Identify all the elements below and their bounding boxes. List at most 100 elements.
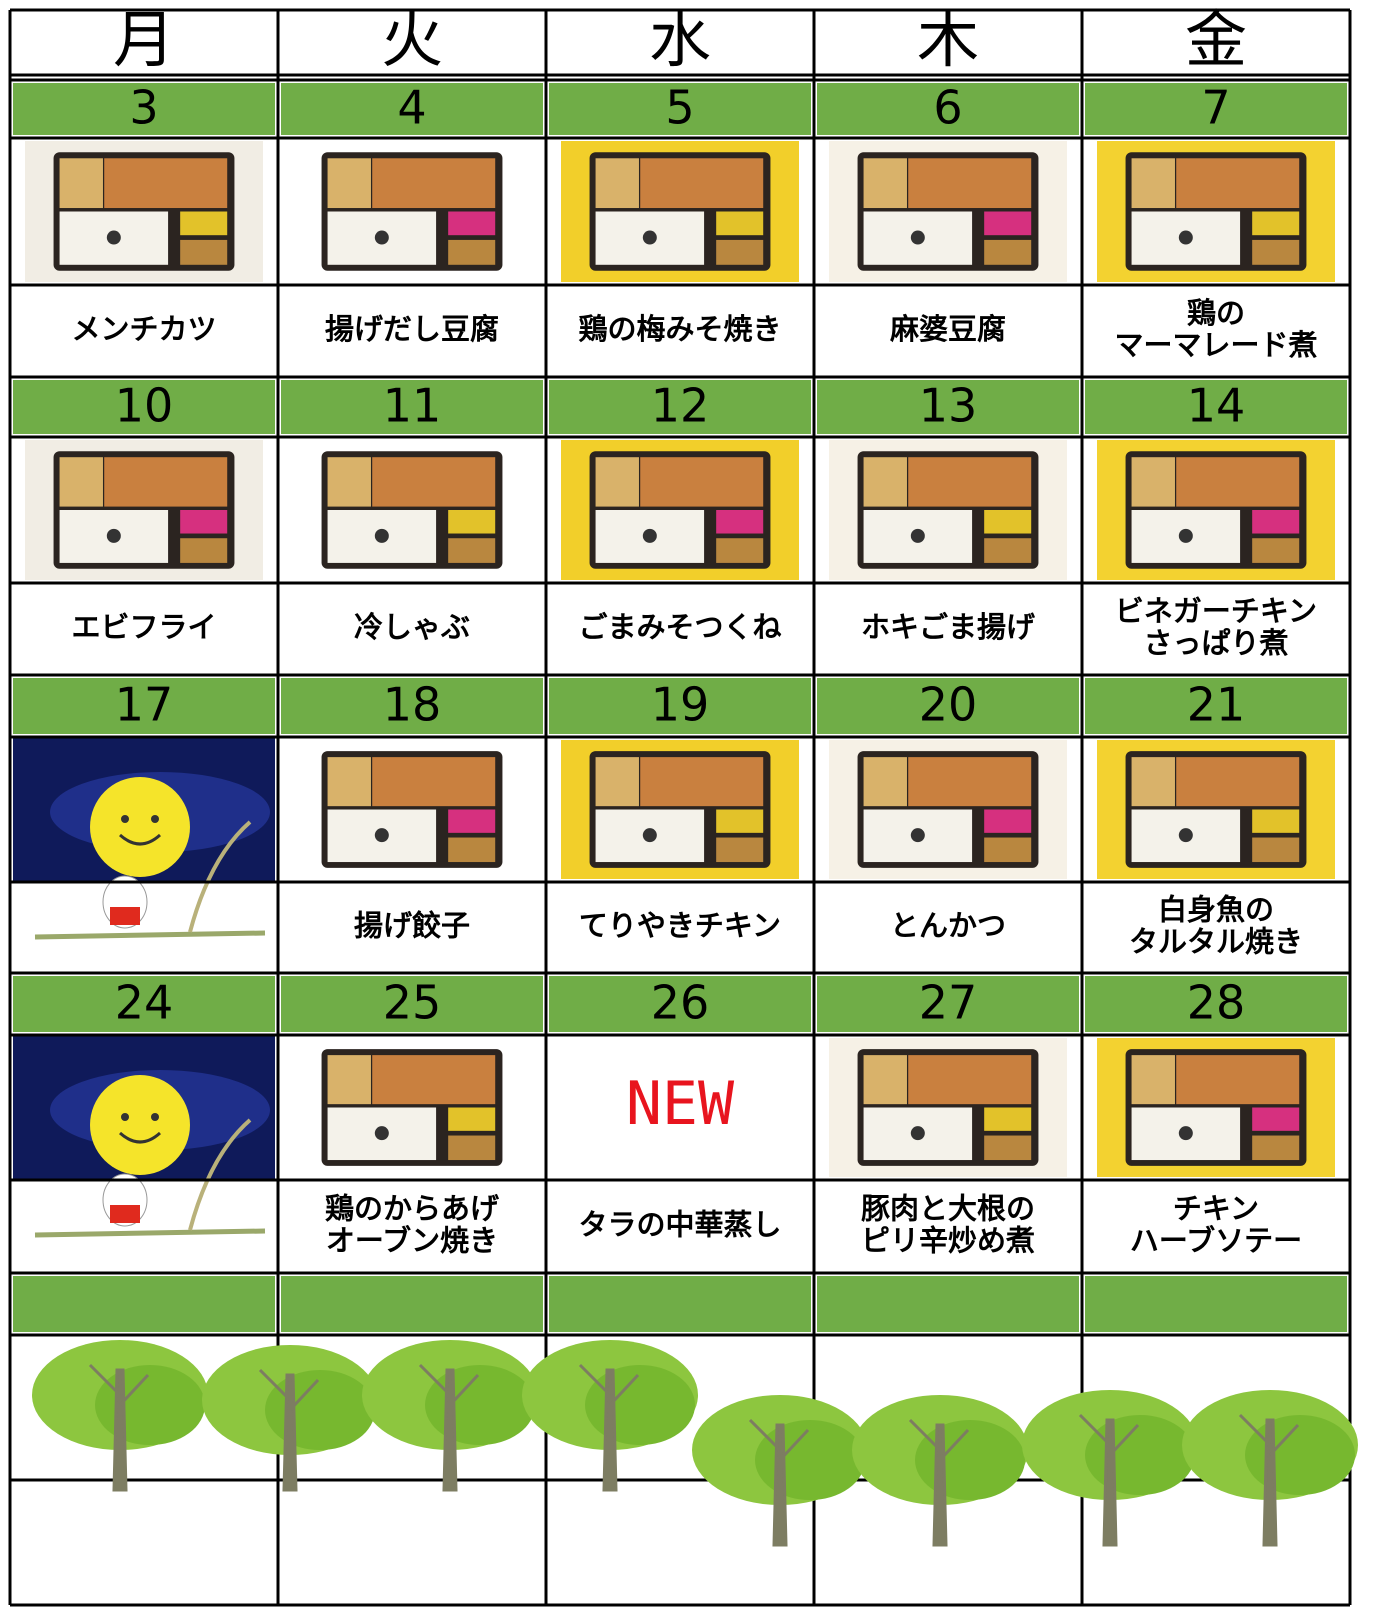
bento-sesame xyxy=(642,528,657,543)
bento-main xyxy=(863,158,907,209)
date-band xyxy=(13,678,275,734)
dish-name: 揚げ餃子 xyxy=(354,909,470,943)
bento-main xyxy=(640,757,764,807)
dish-name: さっぱり煮 xyxy=(1143,626,1288,660)
bento-main xyxy=(640,158,764,209)
bento-side xyxy=(448,837,496,863)
date-band xyxy=(817,976,1079,1032)
date: 10 xyxy=(115,379,174,433)
tree-crown xyxy=(265,1370,375,1450)
dish-name: ごまみそつくね xyxy=(578,610,781,644)
bento-side xyxy=(716,239,764,265)
weekday: 月 xyxy=(113,3,175,76)
tree-trunk xyxy=(908,1418,970,1547)
date-band xyxy=(1085,976,1347,1032)
bento-sesame xyxy=(910,1126,925,1141)
dish-name: 鶏の梅みそ焼き xyxy=(578,312,781,346)
date: 5 xyxy=(665,81,694,135)
date-band xyxy=(281,380,543,434)
bento-sesame xyxy=(1178,828,1193,843)
bento-side xyxy=(716,837,764,863)
dish-name: チキン xyxy=(1173,1192,1259,1226)
date: 21 xyxy=(1187,678,1246,732)
bento-pickle xyxy=(984,809,1032,833)
bento-main xyxy=(1176,457,1300,507)
date-band xyxy=(13,380,275,434)
bento-pickle xyxy=(984,211,1032,236)
dish-name: 麻婆豆腐 xyxy=(890,312,1006,346)
moon xyxy=(90,1075,190,1175)
date-band xyxy=(1085,83,1347,135)
bento-main xyxy=(595,158,639,209)
rabbit-shirt xyxy=(110,907,140,925)
bento-main xyxy=(327,158,371,209)
bento-main xyxy=(104,158,228,209)
date: 13 xyxy=(919,379,978,433)
date: 3 xyxy=(129,81,158,135)
bento-sesame xyxy=(1178,1126,1193,1141)
bento-sesame xyxy=(106,230,121,245)
moon-eye xyxy=(151,815,159,823)
date-band xyxy=(281,678,543,734)
date: 18 xyxy=(383,678,442,732)
bento-pickle xyxy=(1252,1107,1300,1131)
bento-sesame xyxy=(642,828,657,843)
weekday: 火 xyxy=(381,3,443,76)
tree-trunk xyxy=(1078,1413,1140,1547)
tree-trunk xyxy=(748,1418,810,1547)
date: 7 xyxy=(1201,81,1230,135)
moon-face xyxy=(118,833,162,846)
weekday: 水 xyxy=(649,3,711,76)
tree-trunk xyxy=(88,1363,150,1492)
bento-pickle xyxy=(716,809,764,833)
bento-main xyxy=(1131,457,1175,507)
dish-name: 鶏のからあげ xyxy=(325,1192,500,1226)
date-band xyxy=(549,1276,811,1332)
bento-side xyxy=(1252,239,1300,265)
tree-crown xyxy=(585,1365,695,1445)
bento-pickle xyxy=(180,211,228,236)
date-band xyxy=(13,83,275,135)
bento-main xyxy=(1176,757,1300,807)
bento-main xyxy=(327,457,371,507)
bento-main xyxy=(863,757,907,807)
bento-main xyxy=(1131,1055,1175,1105)
grass xyxy=(34,930,266,940)
tree-crown xyxy=(915,1420,1025,1500)
bento-main xyxy=(1131,158,1175,209)
date: 25 xyxy=(383,976,442,1030)
date-band xyxy=(1085,1276,1347,1332)
moon-eye xyxy=(121,1113,129,1121)
date-band xyxy=(549,380,811,434)
bento-sesame xyxy=(910,230,925,245)
moon-eye xyxy=(151,1113,159,1121)
bento-pickle xyxy=(448,211,496,236)
bento-pickle xyxy=(716,211,764,236)
bento-main xyxy=(908,158,1032,209)
dish-name: 揚げだし豆腐 xyxy=(325,312,499,346)
bento-side xyxy=(180,538,228,563)
tree-decoration xyxy=(32,1340,1358,1547)
weekday: 金 xyxy=(1185,3,1247,76)
bento-pickle xyxy=(448,1107,496,1131)
bento-side xyxy=(984,1135,1032,1161)
bento-sesame xyxy=(1178,528,1193,543)
date-band xyxy=(817,1276,1079,1332)
bento-side xyxy=(984,239,1032,265)
dish-name: オーブン焼き xyxy=(326,1224,498,1258)
date-band xyxy=(281,1276,543,1332)
dish-name: ハーブソテー xyxy=(1130,1224,1302,1258)
bento-main xyxy=(640,457,764,507)
bento-main xyxy=(1176,158,1300,209)
bento-main xyxy=(908,457,1032,507)
bento-main xyxy=(372,757,496,807)
tree-trunk xyxy=(578,1363,640,1492)
bento-main xyxy=(104,457,228,507)
date-band xyxy=(817,678,1079,734)
dish-name: 鶏の xyxy=(1187,296,1245,330)
bento-sesame xyxy=(910,828,925,843)
dish-name: マーマレード煮 xyxy=(1114,328,1317,362)
date-band xyxy=(281,976,543,1032)
weekday: 木 xyxy=(917,3,979,76)
dish-name: 冷しゃぶ xyxy=(354,610,470,644)
